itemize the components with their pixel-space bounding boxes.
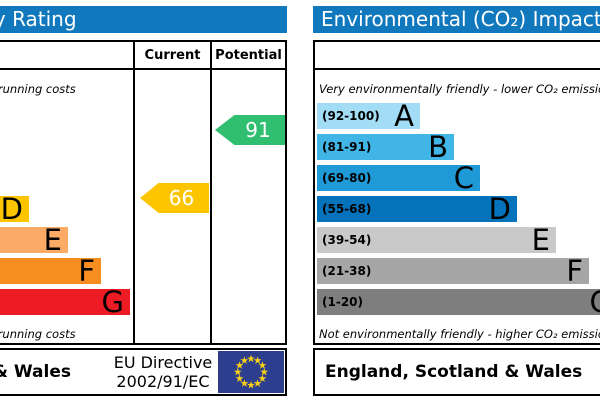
eu-directive-line2: 2002/91/EC	[116, 372, 210, 391]
potential-rating-arrow: 91	[215, 115, 285, 145]
band-range: (21-38)	[322, 264, 372, 278]
band-range: (39-54)	[322, 233, 372, 247]
energy-top-note: Very energy efficient - lower running co…	[0, 82, 76, 96]
co2-bottom-note: Not environmentally friendly - higher CO…	[319, 327, 600, 341]
band-letter: F	[78, 254, 95, 288]
co2-band-c: (69-80) C	[317, 161, 480, 195]
region-label: England, Scotland & Wales	[325, 362, 583, 382]
energy-band-f: (21-38) F	[0, 254, 101, 288]
co2-band-a: (92-100) A	[317, 99, 420, 133]
co2-band-b: (81-91) B	[317, 130, 454, 164]
energy-chart-title: Energy Efficiency Rating	[0, 7, 77, 31]
band-letter: B	[428, 130, 448, 164]
energy-title-bar: Energy Efficiency Rating	[0, 6, 287, 33]
band-letter: D	[488, 192, 511, 226]
eu-directive-label: EU Directive 2002/91/EC	[110, 353, 216, 391]
current-rating-arrow: 66	[140, 183, 209, 213]
band-letter: A	[394, 99, 414, 133]
eu-directive-line1: EU Directive	[113, 353, 213, 372]
band-letter: G	[590, 288, 600, 317]
co2-band-g: (1-20) G	[317, 288, 600, 317]
co2-title-bar: Environmental (CO₂) Impact Rating	[313, 6, 600, 33]
header-row-divider	[0, 68, 285, 70]
co2-chart-canvas: Environmental (CO₂) Impact Rating Very e…	[313, 0, 600, 396]
header-row-divider	[315, 68, 600, 70]
band-letter: D	[0, 192, 23, 226]
potential-column-header: Potential	[215, 48, 282, 63]
band-range: (81-91)	[322, 140, 372, 154]
co2-rating-table: Very environmentally friendly - lower CO…	[313, 40, 600, 345]
energy-band-d: (55-68) D	[0, 192, 29, 226]
current-column-header: Current	[144, 48, 201, 63]
current-column-divider	[133, 42, 135, 343]
band-letter: E	[531, 223, 550, 257]
co2-chart-title: Environmental (CO₂) Impact Rating	[321, 7, 600, 31]
band-letter: G	[101, 285, 124, 319]
energy-rating-table: Current Potential Very energy efficient …	[0, 40, 287, 345]
current-rating-value: 66	[168, 186, 195, 210]
co2-band-f: (21-38) F	[317, 254, 589, 288]
co2-impact-chart: Environmental (CO₂) Impact Rating Very e…	[313, 0, 600, 404]
band-range: (92-100)	[322, 109, 380, 123]
eu-flag-icon	[218, 351, 284, 393]
co2-top-note: Very environmentally friendly - lower CO…	[319, 82, 600, 96]
potential-rating-value: 91	[245, 118, 271, 142]
band-range: (69-80)	[322, 171, 372, 185]
band-range: (1-20)	[322, 295, 363, 309]
co2-band-e: (39-54) E	[317, 223, 556, 257]
band-range: (55-68)	[322, 202, 372, 216]
energy-band-g: (1-20) G	[0, 285, 130, 319]
energy-chart-canvas: Energy Efficiency Rating Current Potenti…	[0, 0, 287, 396]
energy-band-e: (39-54) E	[0, 223, 68, 257]
co2-chart-footer: England, Scotland & Wales EU Directive 2…	[313, 348, 600, 396]
energy-bottom-note: Not energy efficient - higher running co…	[0, 327, 76, 341]
co2-band-d: (55-68) D	[317, 192, 517, 226]
band-letter: C	[453, 161, 474, 195]
band-letter: E	[43, 223, 62, 257]
band-letter: F	[566, 254, 583, 288]
potential-column-divider	[210, 42, 212, 343]
region-label: England & Wales	[0, 362, 71, 382]
energy-rating-chart: Energy Efficiency Rating Current Potenti…	[0, 0, 287, 404]
energy-chart-footer: England & Wales EU Directive 2002/91/EC	[0, 348, 287, 396]
